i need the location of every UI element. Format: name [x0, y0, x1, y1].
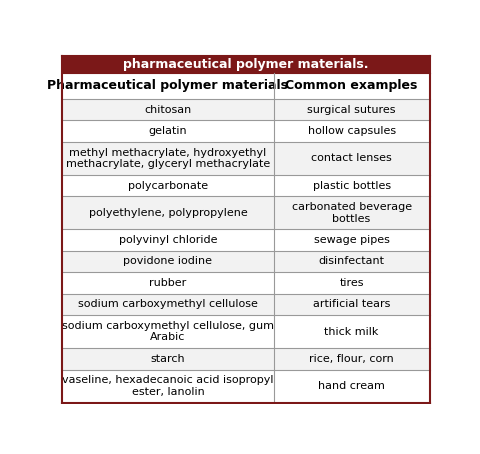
Text: pharmaceutical polymer materials.: pharmaceutical polymer materials.	[123, 58, 369, 71]
Text: hollow capsules: hollow capsules	[308, 126, 396, 136]
Bar	[62, 56, 430, 73]
Bar	[62, 348, 430, 370]
Text: methyl methacrylate, hydroxyethyl
methacrylate, glyceryl methacrylate: methyl methacrylate, hydroxyethyl methac…	[66, 148, 270, 169]
Text: gelatin: gelatin	[149, 126, 187, 136]
Text: sewage pipes: sewage pipes	[313, 235, 390, 245]
Text: tires: tires	[339, 278, 364, 288]
Text: Common examples: Common examples	[286, 79, 418, 92]
Bar	[62, 315, 430, 348]
Text: disinfectant: disinfectant	[319, 257, 384, 266]
Text: hand cream: hand cream	[318, 381, 385, 391]
Text: rice, flour, corn: rice, flour, corn	[309, 354, 394, 364]
Text: contact lenses: contact lenses	[311, 153, 392, 163]
Bar	[62, 120, 430, 142]
Text: povidone iodine: povidone iodine	[123, 257, 213, 266]
Text: Pharmaceutical polymer materials: Pharmaceutical polymer materials	[48, 79, 288, 92]
Bar	[62, 142, 430, 175]
Text: polycarbonate: polycarbonate	[128, 181, 208, 191]
Text: sodium carboxymethyl cellulose: sodium carboxymethyl cellulose	[78, 299, 258, 309]
Text: starch: starch	[151, 354, 185, 364]
Text: surgical sutures: surgical sutures	[307, 104, 396, 115]
Text: chitosan: chitosan	[144, 104, 192, 115]
Bar	[62, 272, 430, 294]
Text: carbonated beverage
bottles: carbonated beverage bottles	[291, 202, 412, 223]
Text: sodium carboxymethyl cellulose, gum
Arabic: sodium carboxymethyl cellulose, gum Arab…	[62, 321, 274, 342]
Bar	[62, 73, 430, 99]
Bar	[62, 229, 430, 251]
Bar	[62, 251, 430, 272]
Bar	[62, 99, 430, 120]
Text: polyvinyl chloride: polyvinyl chloride	[119, 235, 217, 245]
Text: plastic bottles: plastic bottles	[312, 181, 391, 191]
Text: vaseline, hexadecanoic acid isopropyl
ester, lanolin: vaseline, hexadecanoic acid isopropyl es…	[62, 375, 274, 397]
Bar	[62, 175, 430, 196]
Text: artificial tears: artificial tears	[313, 299, 390, 309]
Text: polyethylene, polypropylene: polyethylene, polypropylene	[89, 208, 247, 218]
Text: thick milk: thick milk	[324, 326, 379, 336]
Text: rubber: rubber	[149, 278, 187, 288]
Bar	[62, 370, 430, 403]
Bar	[62, 294, 430, 315]
Bar	[62, 196, 430, 229]
